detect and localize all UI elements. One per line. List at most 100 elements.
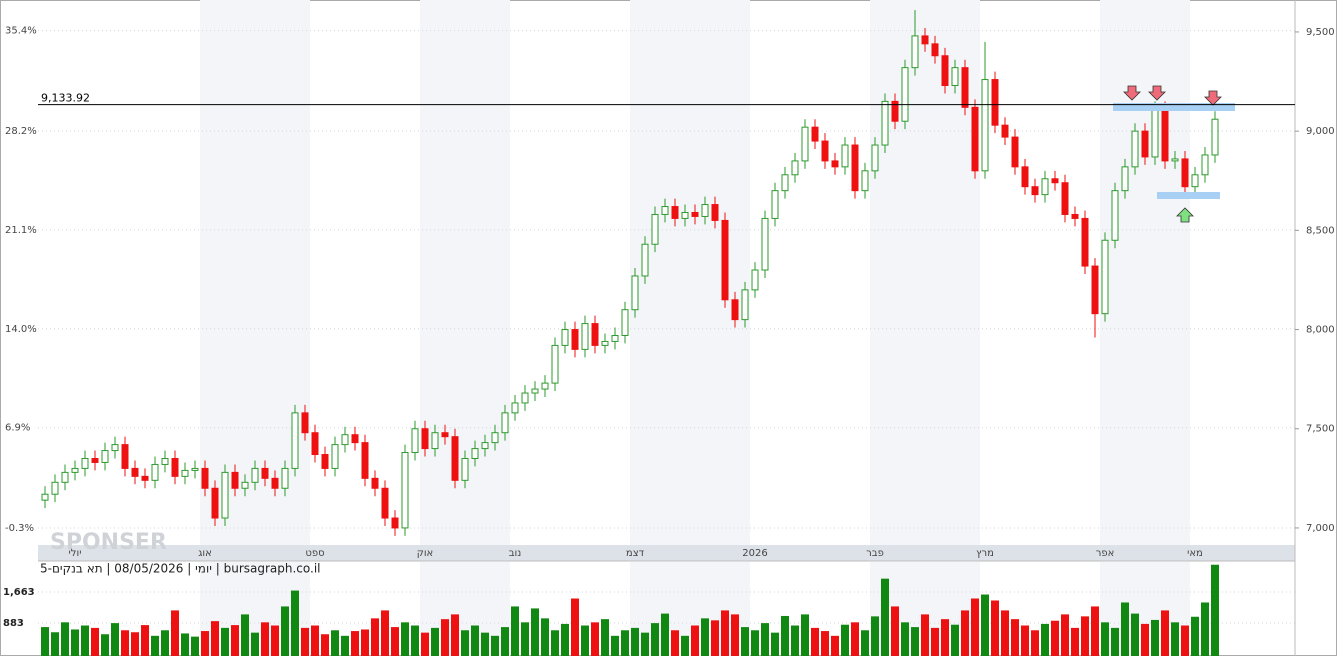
candle-body [801, 126, 809, 162]
volume-bar [1091, 606, 1099, 656]
y2-tick-label: 14.0% [5, 324, 37, 335]
candle-body [841, 144, 849, 168]
x-tick-label: 2026 [742, 548, 767, 559]
y-tick-label: 8,000 [1306, 325, 1335, 336]
candle-body [531, 388, 539, 394]
candle-body [981, 79, 989, 172]
volume-bar [1181, 625, 1189, 656]
candle-body [901, 67, 909, 122]
candle-body [751, 269, 759, 291]
candle-body [441, 432, 449, 438]
down-arrow [1148, 85, 1166, 101]
volume-bar [101, 634, 109, 656]
x-tick-label: אפר [1096, 548, 1115, 559]
candle-body [761, 217, 769, 271]
candle-body [521, 392, 529, 404]
candle-body [931, 43, 939, 57]
candle-body [191, 467, 199, 471]
candle-body [591, 323, 599, 346]
x-tick-label: דצמ [626, 548, 645, 559]
candle-body [341, 434, 349, 446]
x-tick-label: נוב [509, 548, 522, 559]
volume-bar [121, 630, 129, 656]
volume-bar [941, 619, 949, 656]
volume-bar [1171, 622, 1179, 656]
candle-body [731, 299, 739, 321]
candle-body [361, 442, 369, 479]
volume-bar [451, 614, 459, 656]
volume-bar [981, 594, 989, 656]
volume-bar [291, 590, 299, 656]
volume-bar [601, 619, 609, 656]
candle-body [311, 432, 319, 456]
candle-body [971, 106, 979, 172]
candle-body [221, 471, 229, 519]
volume-bar [851, 622, 859, 656]
candle-body [371, 477, 379, 489]
volume-bar [1191, 616, 1199, 656]
volume-bar [551, 630, 559, 656]
volume-bar [421, 632, 429, 656]
candles [41, 10, 1219, 656]
candle-body [1141, 130, 1149, 158]
candle-body [1091, 265, 1099, 315]
volume-bar [561, 623, 569, 656]
candle-body [421, 428, 429, 450]
y-tick-label: 9,000 [1306, 126, 1335, 137]
volume-bar [681, 635, 689, 656]
candle-body [1071, 213, 1079, 219]
x-tick-label: אוק [417, 548, 434, 559]
candle-body [101, 450, 109, 463]
volume-bar [1061, 614, 1069, 656]
candle-body [571, 329, 579, 350]
candle-body [811, 126, 819, 142]
volume-bar [1001, 610, 1009, 656]
candle-body [481, 442, 489, 450]
volume-bar [141, 625, 149, 656]
y2-tick-label: 6.9% [5, 423, 30, 434]
candle-body [1061, 182, 1069, 215]
volume-bar [971, 598, 979, 656]
volume-bar [1101, 622, 1109, 656]
candle-body [561, 329, 569, 346]
volume-bar [921, 614, 929, 656]
candle-body [241, 481, 249, 489]
volume-bar [611, 635, 619, 656]
volume-bar [401, 622, 409, 656]
volume-bar [91, 627, 99, 656]
x-axis-band [38, 545, 1295, 561]
candle-body [681, 211, 689, 219]
volume-bar [781, 615, 789, 656]
candle-body [391, 517, 399, 529]
candle-body [381, 487, 389, 519]
candle-body [1211, 118, 1219, 156]
candle-body [271, 477, 279, 489]
volume-bar [1081, 616, 1089, 656]
volume-bar [1051, 620, 1059, 656]
volume-bar [491, 635, 499, 656]
candle-body [1131, 130, 1139, 168]
volume-bar [721, 610, 729, 656]
candle-body [161, 457, 169, 465]
candle-body [301, 412, 309, 434]
volume-bar [61, 622, 69, 656]
candle-body [451, 436, 459, 481]
y2-tick-label: 35.4% [5, 26, 37, 37]
volume-bar [321, 634, 329, 656]
candle-body [991, 79, 999, 126]
volume-bar [531, 608, 539, 656]
candle-body [491, 432, 499, 444]
annotations [1113, 85, 1235, 223]
candle-body [1121, 166, 1129, 192]
volume-bar [831, 635, 839, 656]
candle-body [1051, 178, 1059, 184]
y2-tick-label: 28.2% [5, 126, 37, 137]
source: יומי | 08/05/2026 | תא בנקים-5 | bursagr… [40, 562, 321, 576]
volume-bar [751, 630, 759, 656]
candle-body [1001, 124, 1009, 138]
candle-body [891, 100, 899, 122]
volume-bar [251, 632, 259, 656]
volume-bar [311, 625, 319, 656]
candle-body [1031, 186, 1039, 196]
